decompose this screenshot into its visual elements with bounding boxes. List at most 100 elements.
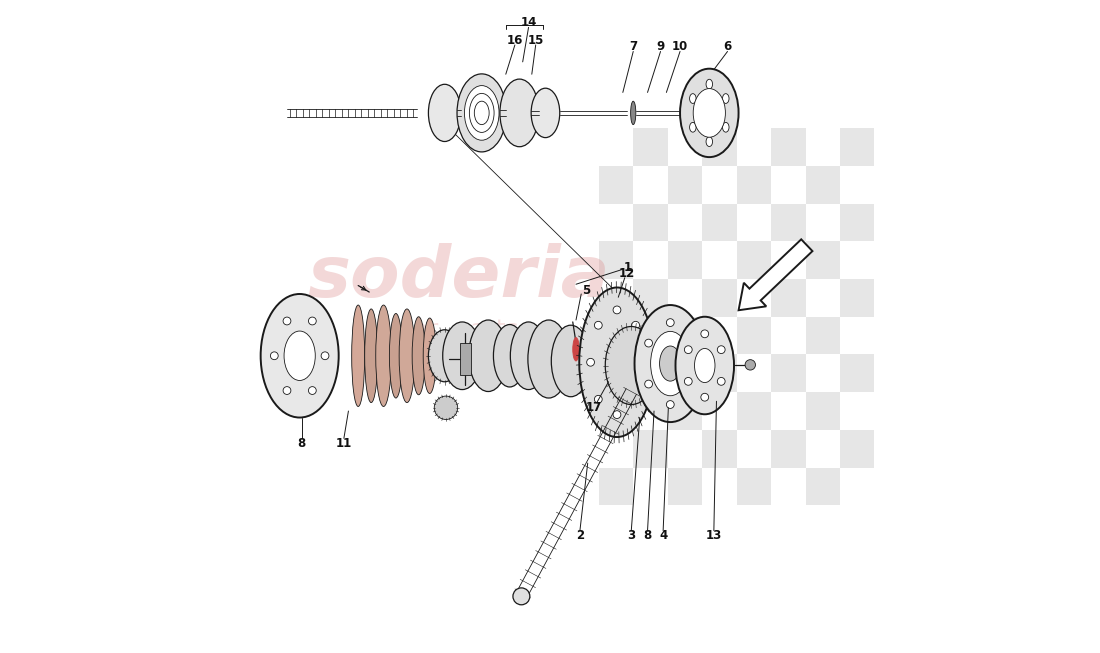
Ellipse shape [706, 79, 713, 89]
Text: 14: 14 [520, 16, 537, 29]
Ellipse shape [650, 331, 690, 396]
Text: 11: 11 [336, 437, 352, 450]
Ellipse shape [684, 377, 692, 385]
Ellipse shape [434, 396, 458, 419]
Ellipse shape [412, 317, 426, 395]
Ellipse shape [573, 338, 580, 361]
Ellipse shape [675, 317, 734, 414]
Bar [634, 204, 668, 242]
Ellipse shape [706, 136, 713, 146]
Ellipse shape [551, 325, 591, 397]
Ellipse shape [586, 358, 594, 366]
Ellipse shape [321, 352, 329, 360]
Ellipse shape [428, 330, 461, 382]
Ellipse shape [352, 305, 365, 406]
Ellipse shape [594, 395, 602, 403]
Ellipse shape [680, 69, 738, 157]
Ellipse shape [690, 122, 696, 132]
Bar [702, 279, 737, 317]
Text: 6: 6 [724, 40, 732, 54]
Ellipse shape [283, 317, 290, 325]
Ellipse shape [470, 93, 494, 133]
Bar [737, 392, 771, 430]
Ellipse shape [424, 318, 437, 394]
Ellipse shape [308, 317, 316, 325]
Ellipse shape [456, 74, 506, 152]
Bar [737, 317, 771, 355]
Ellipse shape [689, 380, 696, 388]
Ellipse shape [631, 395, 639, 403]
Ellipse shape [660, 346, 681, 381]
Bar [805, 317, 840, 355]
Bar [840, 430, 874, 468]
Ellipse shape [693, 89, 725, 137]
Ellipse shape [700, 97, 719, 129]
Text: car  parts: car parts [399, 318, 519, 342]
Bar [771, 204, 805, 242]
Bar [771, 279, 805, 317]
Bar [805, 392, 840, 430]
Ellipse shape [580, 287, 654, 437]
Ellipse shape [645, 380, 652, 388]
Bar [771, 430, 805, 468]
Ellipse shape [399, 309, 415, 403]
Ellipse shape [717, 377, 725, 385]
Bar [668, 317, 702, 355]
Ellipse shape [667, 401, 674, 408]
Bar [737, 468, 771, 505]
Text: 5: 5 [582, 283, 590, 296]
Text: 17: 17 [586, 402, 603, 414]
Ellipse shape [645, 339, 652, 347]
Ellipse shape [694, 349, 715, 383]
Ellipse shape [631, 321, 639, 329]
Text: soderia: soderia [308, 243, 610, 312]
Text: 9: 9 [657, 40, 664, 54]
Ellipse shape [499, 79, 539, 147]
Text: 16: 16 [507, 34, 524, 47]
Text: 13: 13 [706, 530, 722, 543]
Bar [805, 166, 840, 204]
Ellipse shape [376, 305, 392, 406]
Ellipse shape [723, 93, 729, 103]
Ellipse shape [701, 393, 708, 401]
Bar [771, 355, 805, 392]
Text: 15: 15 [528, 34, 543, 47]
Ellipse shape [494, 325, 526, 387]
Bar [840, 204, 874, 242]
Bar [598, 166, 634, 204]
Ellipse shape [428, 84, 461, 142]
Bar [668, 166, 702, 204]
Bar [702, 430, 737, 468]
Ellipse shape [745, 360, 756, 370]
Bar [598, 317, 634, 355]
Ellipse shape [531, 88, 560, 138]
Ellipse shape [284, 331, 316, 381]
Ellipse shape [510, 322, 547, 390]
Text: 4: 4 [659, 530, 668, 543]
Bar [634, 128, 668, 166]
Ellipse shape [283, 387, 290, 394]
Ellipse shape [469, 320, 508, 392]
Ellipse shape [389, 313, 403, 398]
Bar [840, 128, 874, 166]
Bar [668, 242, 702, 279]
Bar [771, 128, 805, 166]
Bar [702, 204, 737, 242]
Bar [668, 392, 702, 430]
Ellipse shape [528, 320, 570, 398]
Ellipse shape [717, 345, 725, 353]
Polygon shape [738, 240, 813, 310]
Bar [702, 128, 737, 166]
Ellipse shape [689, 339, 696, 347]
Text: 3: 3 [627, 530, 636, 543]
Bar [737, 242, 771, 279]
Ellipse shape [630, 101, 636, 125]
Ellipse shape [690, 93, 696, 103]
Ellipse shape [474, 101, 490, 125]
Ellipse shape [271, 352, 278, 360]
Ellipse shape [701, 330, 708, 338]
Bar [460, 343, 471, 375]
Ellipse shape [723, 122, 729, 132]
Text: 12: 12 [618, 266, 635, 279]
Bar [634, 430, 668, 468]
